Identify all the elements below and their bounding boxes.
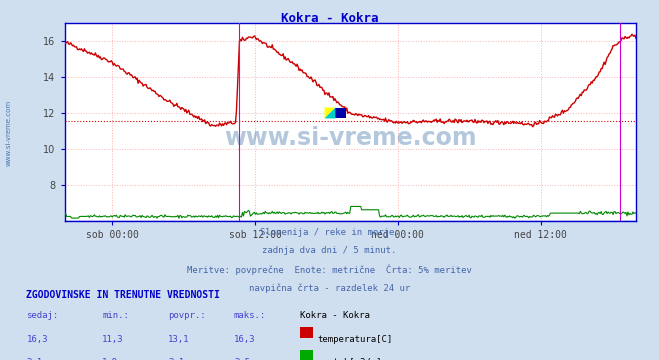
Text: sedaj:: sedaj: bbox=[26, 311, 59, 320]
Text: www.si-vreme.com: www.si-vreme.com bbox=[5, 100, 12, 166]
Text: Kokra - Kokra: Kokra - Kokra bbox=[300, 311, 370, 320]
Text: maks.:: maks.: bbox=[234, 311, 266, 320]
Text: Slovenija / reke in morje.: Slovenija / reke in morje. bbox=[260, 228, 399, 237]
Polygon shape bbox=[324, 108, 335, 118]
Text: zadnja dva dni / 5 minut.: zadnja dva dni / 5 minut. bbox=[262, 246, 397, 255]
Text: min.:: min.: bbox=[102, 311, 129, 320]
Bar bbox=[335, 108, 346, 118]
Text: 1,9: 1,9 bbox=[102, 358, 118, 360]
Polygon shape bbox=[324, 108, 335, 118]
Text: pretok[m3/s]: pretok[m3/s] bbox=[317, 358, 382, 360]
Text: www.si-vreme.com: www.si-vreme.com bbox=[224, 126, 476, 150]
Text: povpr.:: povpr.: bbox=[168, 311, 206, 320]
Text: ZGODOVINSKE IN TRENUTNE VREDNOSTI: ZGODOVINSKE IN TRENUTNE VREDNOSTI bbox=[26, 290, 220, 300]
Text: 16,3: 16,3 bbox=[26, 335, 48, 344]
Text: 11,3: 11,3 bbox=[102, 335, 124, 344]
Text: 13,1: 13,1 bbox=[168, 335, 190, 344]
Text: Kokra - Kokra: Kokra - Kokra bbox=[281, 12, 378, 24]
Text: 2,1: 2,1 bbox=[26, 358, 42, 360]
Text: 2,1: 2,1 bbox=[168, 358, 184, 360]
Text: 2,5: 2,5 bbox=[234, 358, 250, 360]
Text: temperatura[C]: temperatura[C] bbox=[317, 335, 392, 344]
Text: navpična črta - razdelek 24 ur: navpična črta - razdelek 24 ur bbox=[249, 284, 410, 293]
Text: 16,3: 16,3 bbox=[234, 335, 256, 344]
Text: Meritve: povprečne  Enote: metrične  Črta: 5% meritev: Meritve: povprečne Enote: metrične Črta:… bbox=[187, 265, 472, 275]
